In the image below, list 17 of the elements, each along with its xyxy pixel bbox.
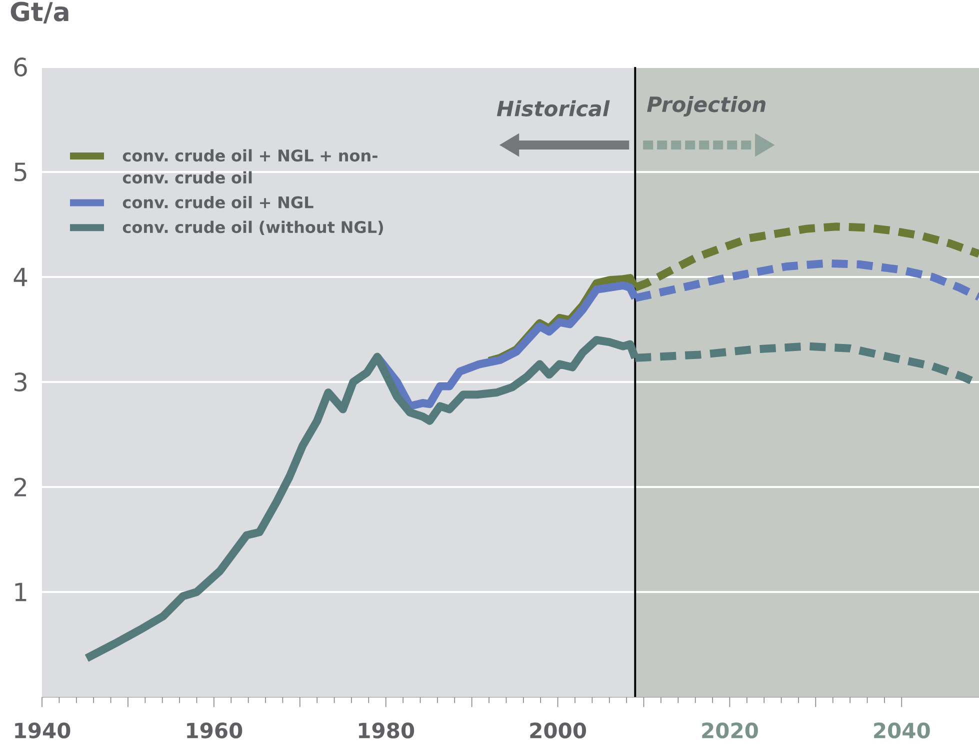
x-tick-label: 2040 (874, 722, 930, 738)
y-tick-label: 5 (14, 162, 26, 182)
y-axis-title: Gt/a (10, 2, 68, 24)
x-tick-label: 1960 (187, 722, 242, 738)
x-tick-label: 2020 (702, 722, 758, 738)
x-tick-label: 1940 (15, 722, 70, 738)
y-tick-label: 3 (14, 372, 26, 392)
x-tick-label: 2000 (530, 722, 586, 738)
annotation: Projection (647, 96, 766, 116)
legend-label: conv. crude oil + NGL (122, 196, 314, 208)
x-tick-label: 1980 (359, 722, 414, 738)
y-tick-label: 2 (14, 478, 26, 496)
legend-label: conv. crude oil (without NGL) (122, 220, 383, 236)
annotation: Historical (496, 100, 610, 116)
y-tick-label: 1 (15, 582, 26, 602)
y-tick-label: 4 (14, 268, 28, 286)
y-tick-label: 6 (14, 58, 27, 76)
